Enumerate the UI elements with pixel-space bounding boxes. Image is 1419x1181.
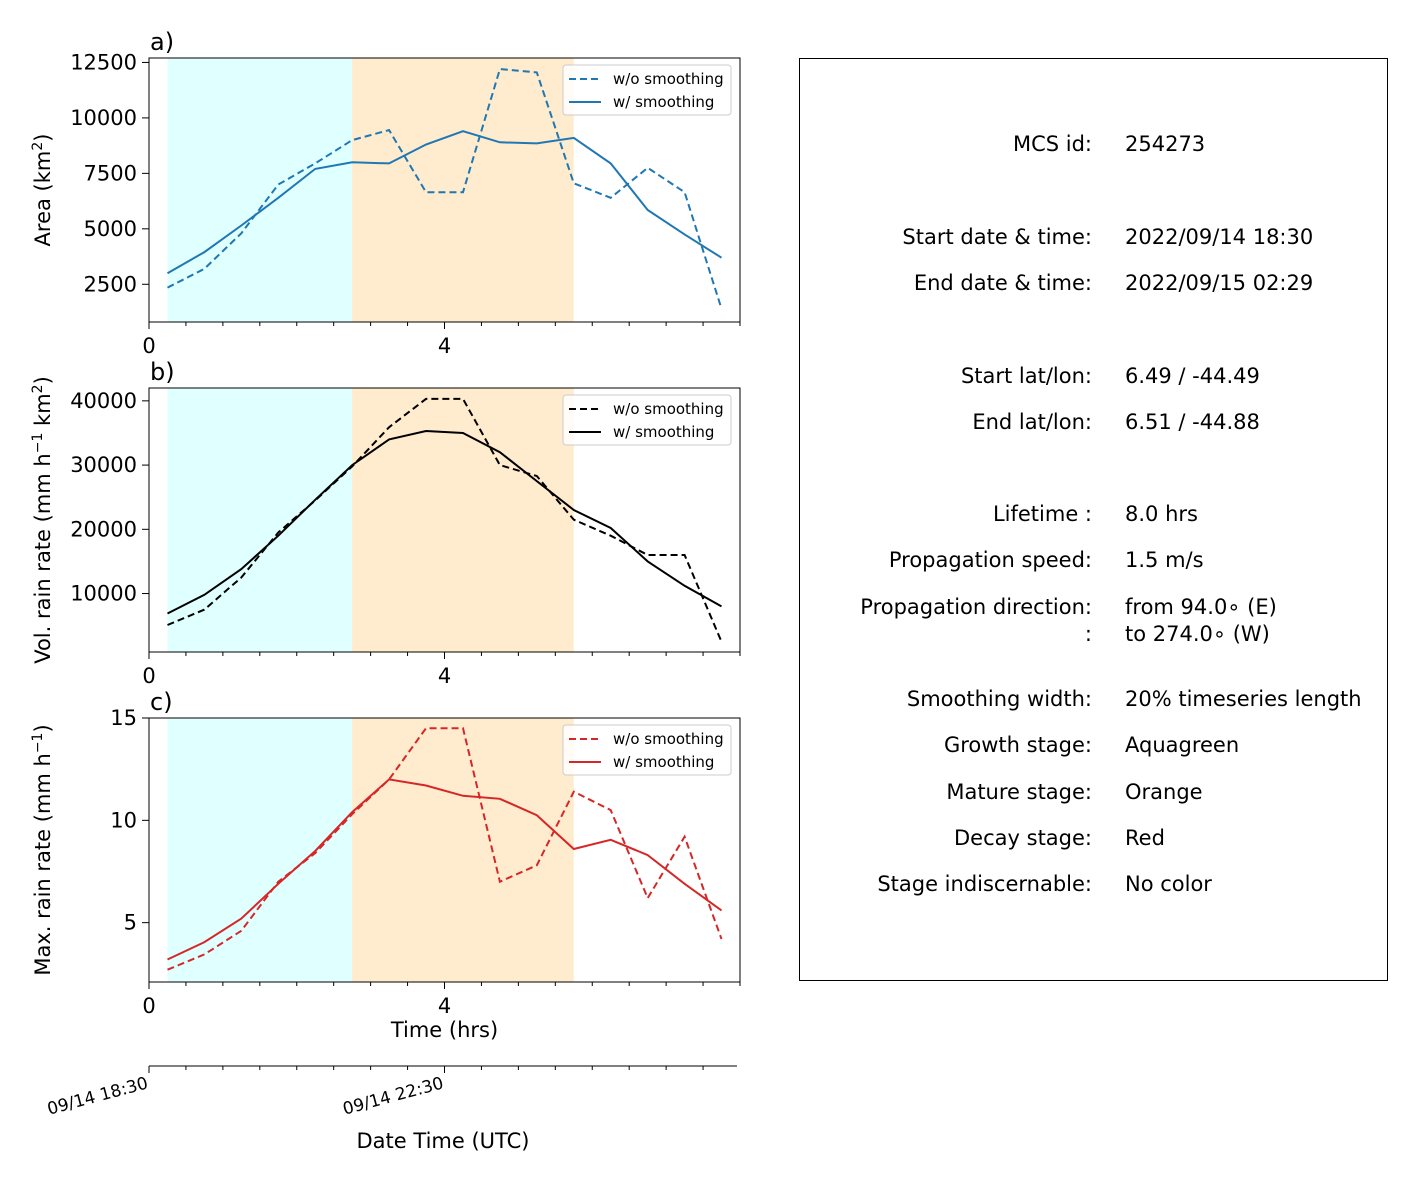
legend-label: w/o smoothing bbox=[613, 400, 724, 418]
y-axis-label-superscript: 2 bbox=[30, 384, 46, 393]
datetime-tick-label: 09/14 22:30 bbox=[341, 1074, 446, 1120]
info-value: 1.5 m/s bbox=[1125, 548, 1204, 572]
y-axis-label-part: km bbox=[31, 393, 55, 432]
x-tick-label: 0 bbox=[142, 664, 155, 688]
info-value: 20% timeseries length bbox=[1125, 687, 1362, 711]
y-tick-label: 10000 bbox=[70, 106, 137, 130]
y-tick-label: 12500 bbox=[70, 50, 137, 74]
x-tick-label: 4 bbox=[438, 664, 451, 688]
x-tick-label: 0 bbox=[142, 334, 155, 358]
datetime-axis: 09/14 18:30 09/14 22:30 Date Time (UTC) bbox=[45, 1065, 737, 1153]
series-line-unsmoothed bbox=[167, 727, 723, 971]
y-axis-label: Max. rain rate (mm h−1) bbox=[30, 724, 55, 975]
info-label: End lat/lon: bbox=[972, 410, 1092, 434]
y-tick-label: 5000 bbox=[84, 217, 137, 241]
info-label: : bbox=[1084, 622, 1092, 646]
panel-label: b) bbox=[150, 358, 175, 386]
info-label: Mature stage: bbox=[946, 780, 1092, 804]
info-label: Stage indiscernable: bbox=[877, 872, 1092, 896]
y-axis-label-superscript: −1 bbox=[30, 733, 46, 754]
legend-box bbox=[562, 394, 732, 446]
info-label: Growth stage: bbox=[943, 733, 1092, 757]
y-tick-label: 2500 bbox=[84, 272, 137, 296]
legend-box bbox=[562, 64, 732, 116]
x-tick-label: 4 bbox=[438, 334, 451, 358]
x-axis-label: Time (hrs) bbox=[390, 1018, 498, 1042]
panel-label: c) bbox=[150, 688, 173, 716]
y-tick-label: 15 bbox=[110, 706, 137, 730]
legend-label: w/o smoothing bbox=[613, 70, 724, 88]
y-axis-label-superscript: 2 bbox=[30, 142, 46, 151]
y-tick-label: 20000 bbox=[70, 517, 137, 541]
y-axis-label-superscript: −1 bbox=[30, 433, 46, 454]
info-label: Propagation direction: bbox=[860, 595, 1092, 619]
datetime-axis-label: Date Time (UTC) bbox=[357, 1129, 530, 1153]
y-tick-label: 10 bbox=[110, 808, 137, 832]
info-label: Start lat/lon: bbox=[960, 364, 1092, 388]
y-axis-label-part: ) bbox=[31, 724, 55, 732]
y-axis-label: Vol. rain rate (mm h−1 km2) bbox=[30, 376, 55, 664]
y-axis-label-part: ) bbox=[31, 134, 55, 142]
series-line-smoothed bbox=[167, 429, 722, 615]
y-axis-label: Area (km2) bbox=[30, 134, 55, 247]
y-tick-label: 30000 bbox=[70, 453, 137, 477]
legend-label: w/o smoothing bbox=[613, 730, 724, 748]
panel-label: a) bbox=[150, 28, 174, 56]
y-axis-label-part: Vol. rain rate (mm h bbox=[31, 453, 55, 664]
info-label: Decay stage: bbox=[954, 826, 1092, 850]
info-label: End date & time: bbox=[913, 271, 1092, 295]
series-line-smoothed bbox=[167, 778, 723, 961]
info-value: Orange bbox=[1125, 780, 1203, 804]
chart-panel-1: 2500 5000 7500 10000 12500 0 4 a) Area (km2) w/o … bbox=[30, 28, 741, 358]
y-axis-label-part: Max. rain rate (mm h bbox=[31, 753, 55, 976]
info-value: 2022/09/14 18:30 bbox=[1125, 225, 1314, 249]
y-tick-label: 5 bbox=[124, 911, 137, 935]
info-value: 8.0 hrs bbox=[1125, 502, 1198, 526]
chart-panel-3: 5 10 15 0 4 c) Max. rain rate (mm h−1) Time (hr… bbox=[30, 688, 741, 1042]
legend-label: w/ smoothing bbox=[613, 753, 714, 771]
info-value: No color bbox=[1125, 872, 1212, 896]
chart-panel-2: 10000 20000 30000 40000 0 4 b) Vol. rain rate (… bbox=[30, 358, 741, 688]
info-label: Start date & time: bbox=[902, 225, 1092, 249]
datetime-tick-label: 09/14 18:30 bbox=[45, 1074, 150, 1120]
stage-band-mature bbox=[352, 718, 574, 982]
info-label: Lifetime : bbox=[992, 502, 1092, 526]
info-label: Propagation speed: bbox=[888, 548, 1092, 572]
stage-band-growth bbox=[167, 388, 353, 652]
info-value: 6.49 / -44.49 bbox=[1125, 364, 1260, 388]
x-tick-label: 0 bbox=[142, 994, 155, 1018]
y-axis-label-part: Area (km bbox=[31, 151, 55, 247]
info-label: MCS id: bbox=[1012, 132, 1092, 156]
series-line-smoothed bbox=[167, 130, 723, 275]
info-value: from 94.0∘ (E) bbox=[1125, 595, 1277, 619]
info-value: Red bbox=[1125, 826, 1165, 850]
series-line-unsmoothed bbox=[167, 68, 723, 310]
legend-box bbox=[562, 724, 732, 776]
info-value: 2022/09/15 02:29 bbox=[1125, 271, 1314, 295]
y-tick-label: 40000 bbox=[70, 389, 137, 413]
y-tick-label: 10000 bbox=[70, 582, 137, 606]
mcs-info-panel: MCS id: 254273 Start date & time: 2022/09/1… bbox=[799, 58, 1388, 981]
x-tick-label: 4 bbox=[438, 994, 451, 1018]
y-axis-label-part: ) bbox=[31, 376, 55, 384]
info-value: to 274.0∘ (W) bbox=[1125, 622, 1270, 646]
info-value: 6.51 / -44.88 bbox=[1125, 410, 1260, 434]
info-value: Aquagreen bbox=[1125, 733, 1240, 757]
stage-band-mature bbox=[352, 388, 574, 652]
info-value: 254273 bbox=[1125, 132, 1206, 156]
legend-label: w/ smoothing bbox=[613, 423, 714, 441]
y-tick-label: 7500 bbox=[84, 161, 137, 185]
legend-label: w/ smoothing bbox=[613, 93, 714, 111]
stage-band-growth bbox=[167, 58, 353, 322]
stage-band-growth bbox=[167, 718, 353, 982]
info-label: Smoothing width: bbox=[906, 687, 1092, 711]
